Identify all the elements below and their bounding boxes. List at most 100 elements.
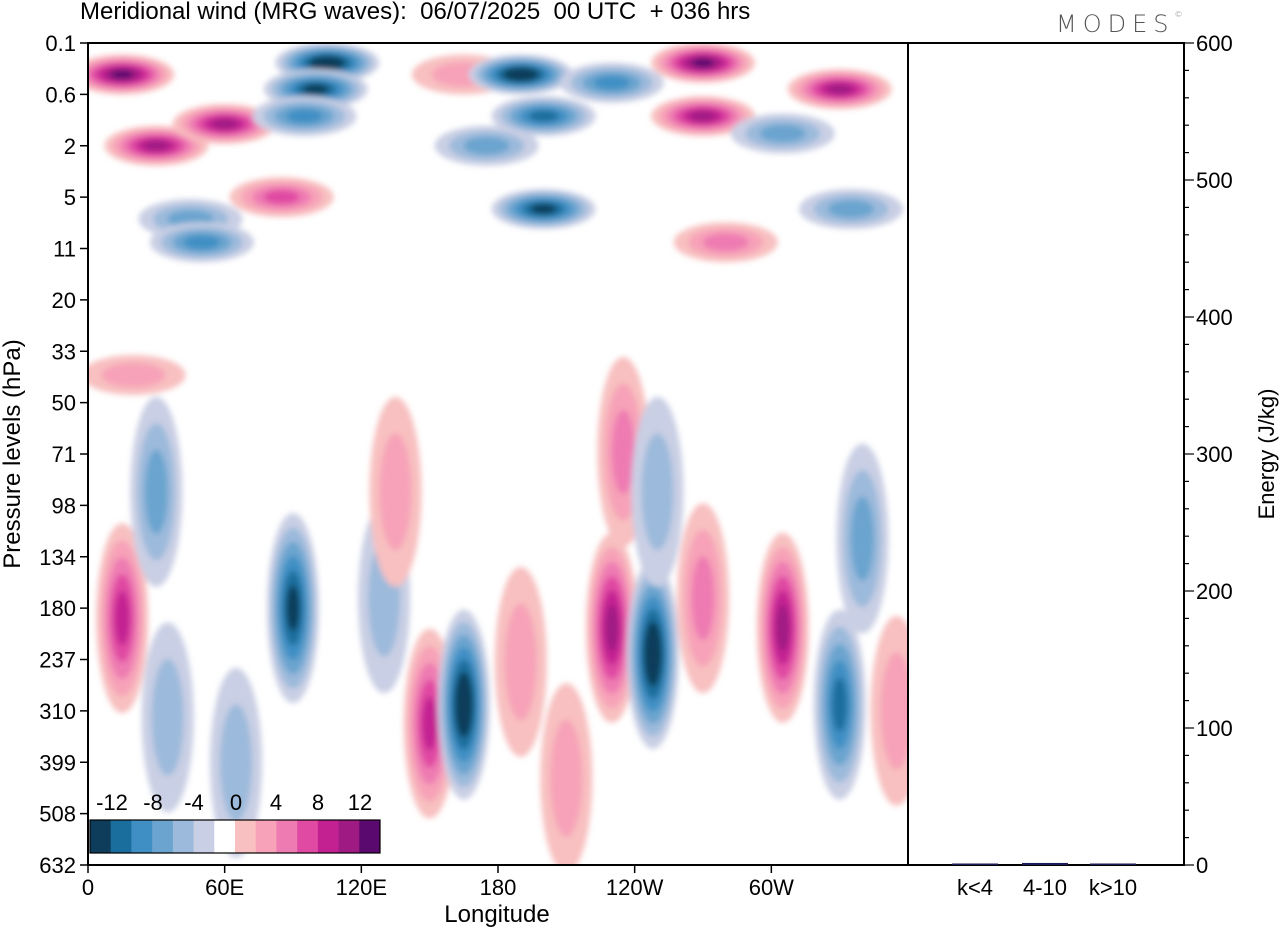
contour-blob [692, 58, 714, 68]
contour-blob [550, 719, 583, 837]
colorbar-label: 0 [230, 790, 242, 815]
energy-tick-label: 400 [1196, 305, 1233, 330]
colorbar-swatch [276, 820, 298, 853]
colorbar-swatch [255, 820, 277, 853]
colorbar-swatch [152, 820, 174, 853]
contour-blob [691, 555, 715, 641]
contour-blob [702, 233, 749, 252]
energy-tick-label: 300 [1196, 442, 1233, 467]
colorbar-swatch [172, 820, 195, 853]
colorbar-label: 4 [270, 790, 282, 815]
contour-blob [144, 449, 168, 535]
contour-blob [690, 111, 716, 122]
y-tick-label: 98 [52, 493, 76, 518]
y-tick-label: 0.1 [45, 31, 76, 56]
y-tick-label: 237 [39, 648, 76, 673]
energy-tick-label: 200 [1196, 579, 1233, 604]
y-tick-label: 310 [39, 699, 76, 724]
contour-blob [101, 362, 166, 388]
chart-title: Meridional wind (MRG waves): 06/07/2025 … [80, 0, 751, 25]
x-tick-label: 60W [749, 875, 794, 900]
colorbar-label: -8 [143, 790, 163, 815]
colorbar-swatch [110, 820, 132, 853]
contour-blob [827, 200, 875, 218]
modes-logo: MODES© [1056, 10, 1182, 38]
colorbar-label: 8 [312, 790, 324, 815]
contour-blob [286, 585, 300, 632]
y-tick-label: 399 [39, 750, 76, 775]
energy-tick-label: 500 [1196, 168, 1233, 193]
contour-blob [611, 409, 635, 495]
energy-bar [952, 863, 998, 865]
colorbar-swatch [214, 820, 236, 853]
contour-blob [303, 84, 329, 94]
energy-tick-label: 100 [1196, 716, 1233, 741]
contour-blob [776, 604, 790, 651]
contour-blob [593, 75, 630, 90]
colorbar-label: 12 [348, 790, 372, 815]
colorbar-swatch [90, 820, 112, 853]
colorbar-swatch [193, 820, 215, 853]
colorbar-label: -4 [184, 790, 204, 815]
y-tick-label: 632 [39, 853, 76, 878]
energy-bar [1090, 863, 1136, 865]
contour-blob [111, 70, 134, 79]
colorbar-swatch [235, 820, 257, 853]
colorbar-swatch [359, 820, 381, 853]
y-tick-label: 20 [52, 288, 76, 313]
contour-blob [759, 124, 806, 143]
contour-blob [183, 235, 220, 250]
x-tick-label: 120W [606, 875, 664, 900]
energy-tick-label: 0 [1196, 853, 1208, 878]
y-tick-label: 33 [52, 339, 76, 364]
contour-blob [143, 140, 169, 151]
contour-blob [832, 677, 848, 732]
x-axis-label: Longitude [444, 901, 549, 928]
y-tick-label: 508 [39, 802, 76, 827]
y-tick-label: 50 [52, 391, 76, 416]
contour-blob [605, 604, 619, 651]
contour-layers [88, 43, 908, 865]
y-tick-label: 2 [64, 134, 76, 159]
logo-mark: © [1174, 10, 1183, 19]
contour-blob [827, 84, 853, 94]
contour-blob [379, 433, 412, 551]
x-tick-label: 120E [336, 875, 387, 900]
energy-tick-label: 600 [1196, 31, 1233, 56]
energy-category-label: k>10 [1089, 875, 1137, 900]
energy-plot-frame [907, 42, 1185, 866]
colorbar-label: -12 [96, 790, 128, 815]
colorbar-swatch [131, 820, 153, 853]
y-tick-label: 0.6 [45, 82, 76, 107]
logo-text: MODES [1056, 10, 1175, 38]
contour-blob [880, 652, 908, 770]
contour-blob [850, 496, 874, 581]
colorbar: -12 -8 -4 0 4 8 12 [89, 790, 381, 854]
x-tick-label: 180 [480, 875, 517, 900]
energy-axis-label: Energy (J/kg) [1254, 389, 1279, 520]
x-tick-label: 60E [205, 875, 244, 900]
contour-blob [509, 70, 532, 79]
contour-blob [647, 633, 659, 674]
energy-category-label: k<4 [957, 875, 993, 900]
contour-blob [641, 433, 674, 551]
contour-field [88, 43, 908, 865]
contour-blob [316, 58, 339, 68]
energy-bar [1022, 862, 1068, 865]
y-tick-label: 11 [53, 237, 76, 262]
contour-blob [528, 110, 559, 122]
contour-blob [530, 204, 557, 214]
contour-blob [458, 684, 470, 725]
colorbar-swatch [338, 820, 360, 853]
y-tick-label: 134 [39, 545, 76, 570]
contour-blob [114, 591, 130, 646]
colorbar-swatch [297, 820, 319, 853]
contour-blob [212, 119, 238, 129]
contour-blob [263, 190, 300, 205]
contour-blob [422, 696, 438, 751]
colorbar-frame [89, 819, 381, 854]
contour-blob [463, 136, 510, 155]
contour-blob [504, 603, 537, 721]
y-axis-label: Pressure levels (hPa) [0, 339, 26, 568]
x-tick-label: 0 [82, 875, 94, 900]
